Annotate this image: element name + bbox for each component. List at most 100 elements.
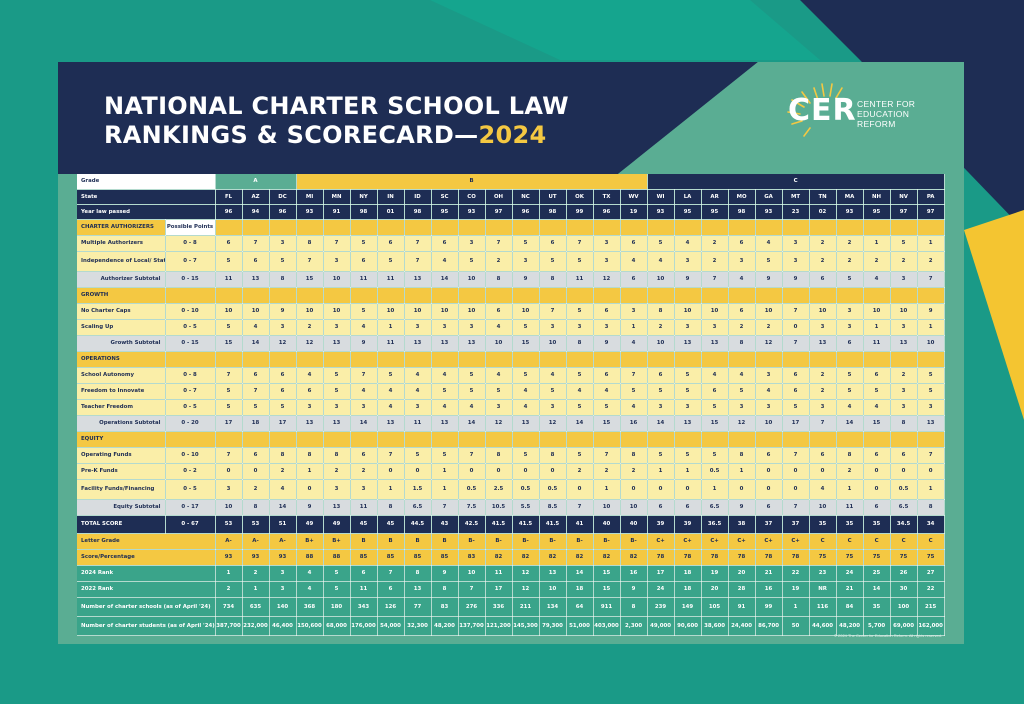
value-cell: 5 — [620, 383, 648, 400]
value-cell: 5 — [323, 367, 351, 384]
value-cell: 2 — [296, 319, 324, 336]
value-cell: 78 — [782, 549, 810, 566]
year-label: Year law passed — [77, 204, 216, 220]
section-fill — [809, 287, 837, 304]
value-cell: 6 — [242, 367, 270, 384]
section-fill — [512, 431, 540, 448]
value-cell: 3 — [917, 399, 945, 416]
value-cell: 0.5 — [890, 479, 918, 500]
logo-text: CENTER FOR EDUCATION REFORM — [857, 99, 916, 129]
value-cell: 10 — [323, 303, 351, 320]
possible-points-cell: 0 - 5 — [165, 479, 216, 500]
section-fill — [701, 431, 729, 448]
value-cell: 5 — [755, 251, 783, 272]
year-cell: 97 — [917, 204, 945, 220]
value-cell: 11 — [350, 581, 378, 598]
value-cell: 45 — [377, 515, 405, 534]
value-cell: 82 — [485, 549, 513, 566]
value-cell: 15 — [593, 581, 621, 598]
value-cell: 4 — [512, 383, 540, 400]
section-fill — [431, 351, 459, 368]
year-cell: 98 — [539, 204, 567, 220]
value-cell: 35 — [809, 515, 837, 534]
value-cell: 5 — [917, 383, 945, 400]
value-cell: 1 — [917, 319, 945, 336]
value-cell: 5 — [512, 319, 540, 336]
value-cell: 0 — [674, 479, 702, 500]
value-cell: 3 — [539, 399, 567, 416]
value-cell: B — [377, 533, 405, 550]
subtotal-row: Authorizer Subtotal 0 - 15 11 13 8 15 10 11 11 13… — [77, 271, 945, 288]
value-cell: 137,700 — [458, 616, 486, 636]
section-fill — [512, 287, 540, 304]
value-cell: 53 — [215, 515, 243, 534]
state-code-cell: TN — [809, 189, 837, 205]
section-title: OPERATIONS — [77, 351, 166, 368]
subtotal-row: Equity Subtotal 0 - 17 10 8 14 9 13 11 8 6.5 7 7.5 1… — [77, 499, 945, 516]
value-cell: 2 — [701, 251, 729, 272]
section-fill — [269, 219, 297, 236]
value-cell: 4 — [431, 399, 459, 416]
value-cell: 13 — [377, 415, 405, 432]
value-cell: 6 — [485, 303, 513, 320]
value-cell: 8 — [269, 271, 297, 288]
value-cell: 7 — [242, 383, 270, 400]
value-cell: 11 — [377, 271, 405, 288]
title-year: 2024 — [478, 121, 547, 149]
value-cell: 4 — [269, 479, 297, 500]
section-fill — [674, 431, 702, 448]
value-cell: 8 — [728, 447, 756, 464]
section-fill — [863, 219, 891, 236]
value-cell: 0 — [296, 479, 324, 500]
grade-label: Grade — [77, 174, 216, 190]
value-cell: 54,000 — [377, 616, 405, 636]
section-header: GROWTH — [77, 287, 945, 304]
possible-points-cell: 0 - 5 — [165, 399, 216, 416]
value-cell: 3 — [269, 319, 297, 336]
value-cell: 3 — [890, 399, 918, 416]
value-cell: 15 — [512, 335, 540, 352]
possible-points-cell: 0 - 10 — [165, 303, 216, 320]
value-cell: 4 — [674, 235, 702, 252]
value-cell: 6 — [350, 447, 378, 464]
value-cell: 49 — [296, 515, 324, 534]
value-cell: 105 — [701, 597, 729, 617]
value-cell: 11 — [485, 565, 513, 582]
value-cell: 3 — [269, 581, 297, 598]
possible-points-cell: 0 - 2 — [165, 463, 216, 480]
value-cell: 75 — [917, 549, 945, 566]
value-cell: 35 — [863, 515, 891, 534]
value-cell: 5 — [917, 367, 945, 384]
section-fill — [593, 431, 621, 448]
value-cell: 4 — [377, 383, 405, 400]
value-cell: 734 — [215, 597, 243, 617]
value-cell: 4 — [431, 367, 459, 384]
value-cell: 79,300 — [539, 616, 567, 636]
section-fill — [566, 287, 594, 304]
value-cell: 7 — [458, 447, 486, 464]
value-cell: 6 — [863, 499, 891, 516]
value-cell: 3 — [701, 319, 729, 336]
value-cell: 3 — [323, 319, 351, 336]
value-cell: 2 — [809, 235, 837, 252]
value-cell: 75 — [836, 549, 864, 566]
value-cell: 10 — [215, 303, 243, 320]
value-cell: 13 — [458, 335, 486, 352]
value-cell: 10 — [647, 335, 675, 352]
value-cell: 5 — [701, 399, 729, 416]
value-cell: 4 — [728, 367, 756, 384]
section-fill — [755, 351, 783, 368]
copyright-note: © 2024 The Center for Education Reform. … — [833, 633, 942, 638]
value-cell: 12 — [296, 335, 324, 352]
section-fill — [566, 431, 594, 448]
section-fill — [647, 219, 675, 236]
value-cell: 32,300 — [404, 616, 432, 636]
value-cell: 1 — [917, 235, 945, 252]
value-cell: B — [350, 533, 378, 550]
value-cell: 4 — [620, 335, 648, 352]
possible-points-header — [165, 287, 216, 304]
state-code-cell: OH — [485, 189, 513, 205]
possible-points-cell: 0 - 20 — [165, 415, 216, 432]
value-cell: B — [431, 533, 459, 550]
